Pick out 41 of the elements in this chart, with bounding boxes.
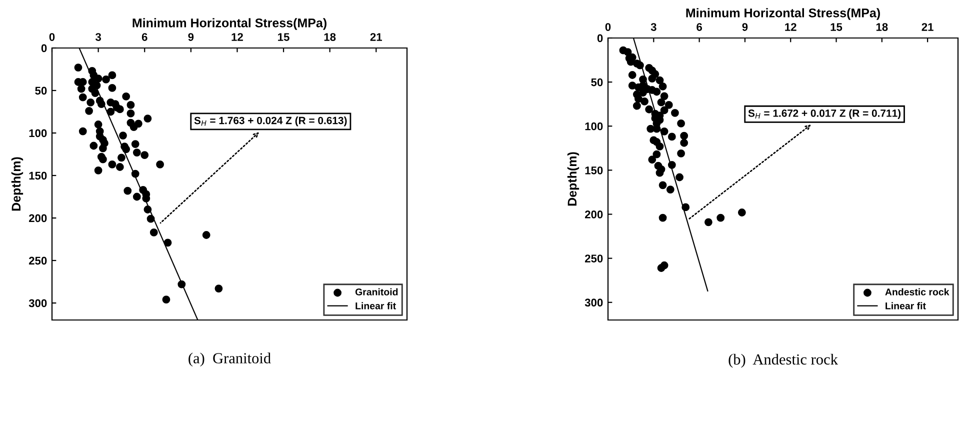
text: (b) Andestic rock — [728, 354, 838, 368]
x-tick-label: 6 — [142, 33, 148, 41]
x-tick-label: 21 — [370, 33, 382, 41]
x-axis-title: Minimum Horizontal Stress(MPa) — [132, 18, 326, 30]
x-tick-label: 0 — [49, 33, 55, 41]
y-tick-label: 0 — [41, 44, 47, 52]
y-tick-label: 250 — [28, 256, 47, 265]
x-tick-label: 0 — [605, 23, 611, 31]
y-tick-label: 250 — [584, 254, 603, 262]
y-tick-label: 150 — [29, 172, 47, 180]
legend-label: Linear fit — [886, 302, 926, 310]
x-tick-label: 15 — [830, 23, 842, 31]
y-tick-label: 50 — [35, 86, 47, 95]
x-tick-label: 12 — [232, 33, 243, 41]
x-tick-label: 6 — [696, 23, 702, 31]
x-axis-title: Minimum Horizontal Stress(MPa) — [686, 8, 880, 20]
legend-label: Andestic rock — [885, 288, 950, 296]
y-axis-title: Depth(m) — [11, 157, 24, 211]
y-axis-title: Depth(m) — [567, 152, 580, 206]
y-tick-label: 200 — [28, 214, 47, 222]
x-tick-label: 3 — [650, 23, 656, 31]
x-tick-label: 18 — [324, 33, 336, 41]
text: (a) Granitoid — [188, 352, 271, 366]
x-tick-label: 3 — [95, 33, 101, 41]
legend-label: Linear fit — [356, 302, 396, 310]
x-tick-label: 18 — [876, 23, 888, 31]
y-tick-label: 50 — [591, 78, 603, 86]
legend-label: Granitoid — [355, 288, 398, 296]
x-tick-label: 15 — [278, 33, 290, 41]
annotation: S$_{H}$ = 1.672 + 0.017 Z (R = 0.711) — [748, 109, 901, 119]
y-tick-label: 100 — [585, 122, 603, 130]
y-tick-label: 100 — [29, 129, 47, 138]
x-tick-label: 9 — [742, 23, 748, 31]
y-tick-label: 300 — [28, 299, 47, 308]
y-tick-label: 200 — [584, 210, 603, 218]
x-tick-label: 12 — [785, 23, 796, 31]
y-tick-label: 300 — [584, 298, 603, 307]
y-tick-label: 150 — [585, 166, 603, 174]
annotation: S$_{H}$ = 1.763 + 0.024 Z (R = 0.613) — [194, 116, 347, 126]
x-tick-label: 9 — [188, 33, 194, 41]
x-tick-label: 21 — [922, 23, 934, 31]
